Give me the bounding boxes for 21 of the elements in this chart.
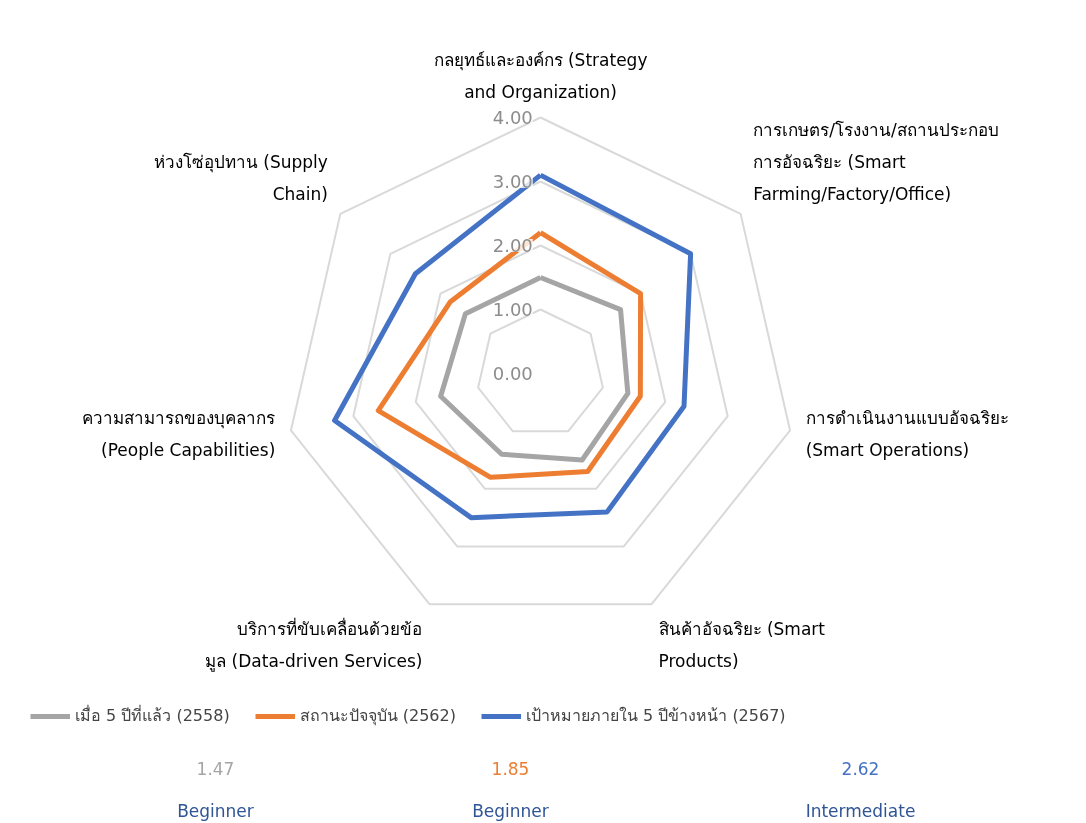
y-tick-label: 0.00 bbox=[492, 363, 533, 384]
spoke-label: บริการที่ขับเคลื่อนด้วยข้อมูล (Data-driven Services) bbox=[205, 616, 423, 672]
text: 1.47 bbox=[196, 759, 235, 779]
legend-label: เมื่อ 5 ปีที่แล้ว (2558) bbox=[75, 704, 230, 727]
text: 1.85 bbox=[491, 759, 530, 779]
spoke-label: การเกษตร/โรงงาน/สถานประกอบการอัจฉริยะ (Smart Farming/Factory/Office) bbox=[753, 119, 999, 204]
y-tick-label: 4.00 bbox=[492, 107, 533, 128]
text: 2.62 bbox=[841, 759, 880, 779]
y-tick-label: 1.00 bbox=[492, 299, 533, 320]
legend-label: เป้าหมายภายใน 5 ปีข้างหน้า (2567) bbox=[525, 705, 786, 727]
legend-label: สถานะปัจจุบัน (2562) bbox=[299, 705, 456, 728]
text: Intermediate bbox=[805, 800, 916, 821]
spoke-label: กลยุทธ์และองค์กร (Strategy and Organization) bbox=[433, 49, 648, 102]
spoke-label: ความสามารถของบุคลากร (People Capabilities) bbox=[82, 408, 276, 461]
text: Beginner bbox=[177, 800, 254, 821]
text: Beginner bbox=[472, 800, 549, 821]
spoke-label: ห่วงโซ่อุปทาน (Supply Chain) bbox=[153, 151, 328, 204]
spoke-label: การดำเนินงานแบบอัจฉริยะ (Smart Operations) bbox=[805, 408, 1009, 461]
spoke-label: สินค้าอัจฉริยะ (Smart Products) bbox=[658, 618, 826, 671]
y-tick-label: 3.00 bbox=[492, 171, 533, 192]
y-tick-label: 2.00 bbox=[492, 235, 533, 256]
